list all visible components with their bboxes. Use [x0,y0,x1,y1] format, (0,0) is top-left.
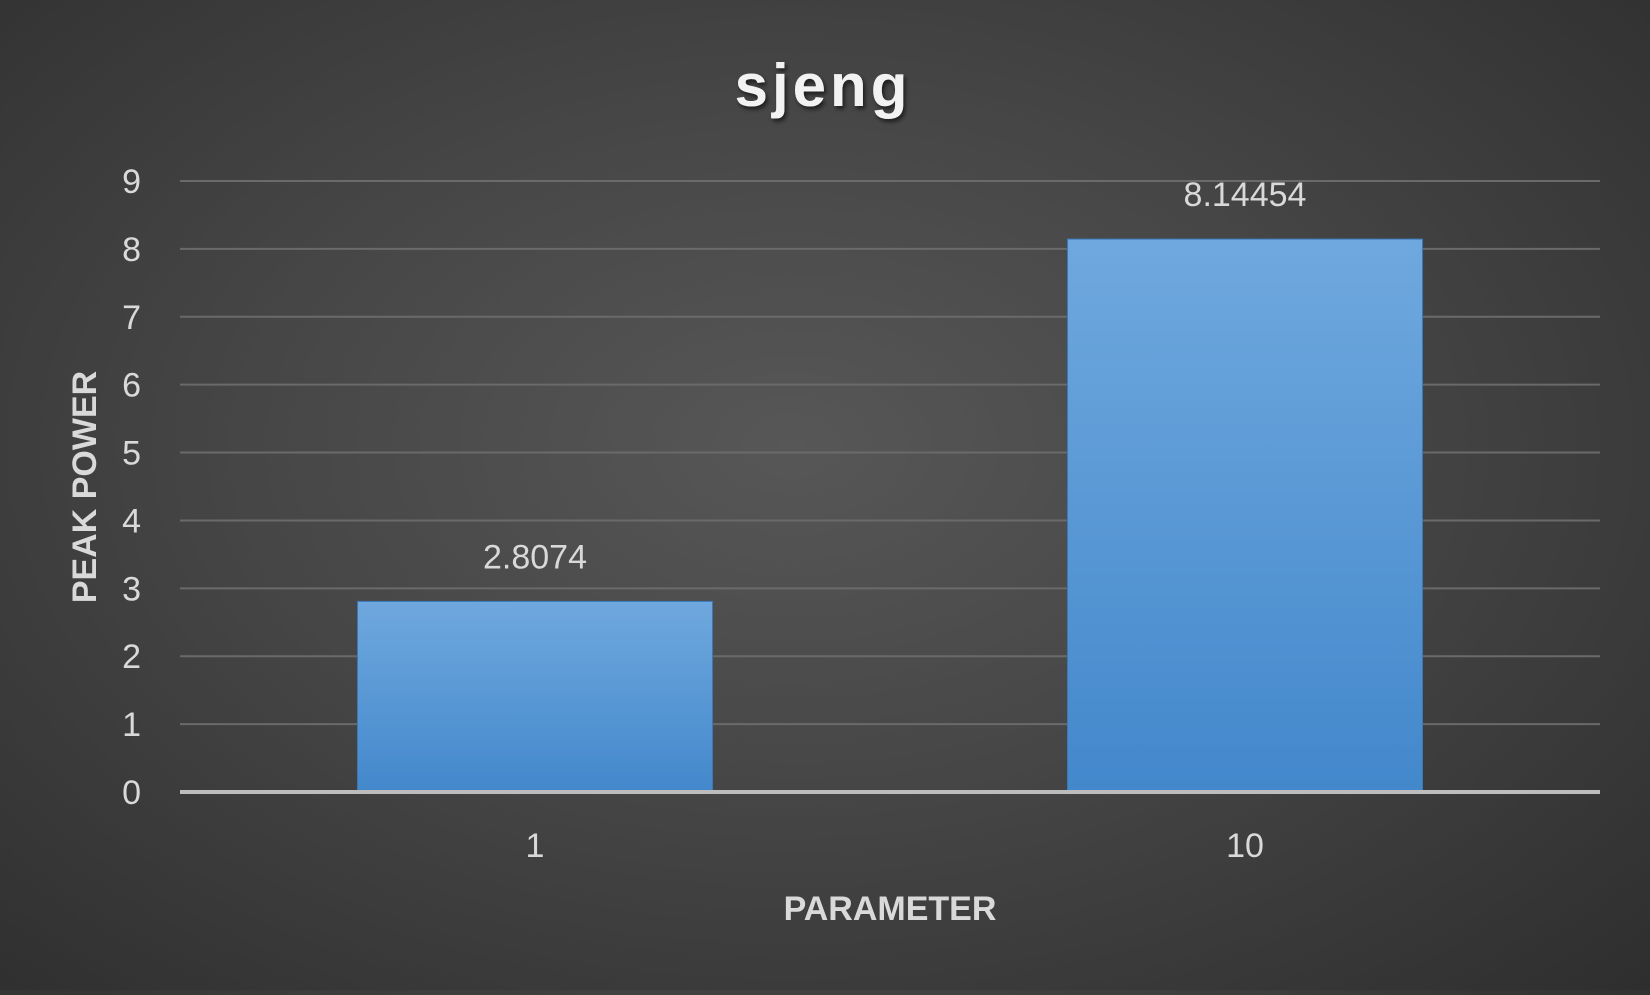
y-axis-ticks: 0 1 2 3 4 5 6 7 8 9 [122,163,141,812]
y-tick-label: 4 [122,502,141,540]
bar [1067,238,1423,793]
x-axis-ticks: 1 10 [526,827,1264,865]
y-tick-label: 8 [122,231,141,269]
x-tick-label: 10 [1226,827,1264,865]
y-tick-label: 2 [122,638,141,676]
y-tick-label: 9 [122,163,141,201]
y-tick-label: 7 [122,299,141,337]
y-tick-label: 1 [122,706,141,744]
bars [357,238,1423,793]
y-tick-label: 6 [122,367,141,405]
y-tick-label: 5 [122,435,141,473]
data-label: 8.14454 [1184,176,1307,214]
data-labels: 2.8074 8.14454 [483,176,1306,576]
y-tick-label: 0 [122,774,141,812]
x-tick-label: 1 [526,827,545,865]
y-tick-label: 3 [122,570,141,608]
x-axis-title: PARAMETER [784,890,997,928]
data-label: 2.8074 [483,538,587,576]
bar [357,600,713,793]
y-axis-title: PEAK POWER [66,371,104,603]
chart-title: sjeng [735,52,912,119]
